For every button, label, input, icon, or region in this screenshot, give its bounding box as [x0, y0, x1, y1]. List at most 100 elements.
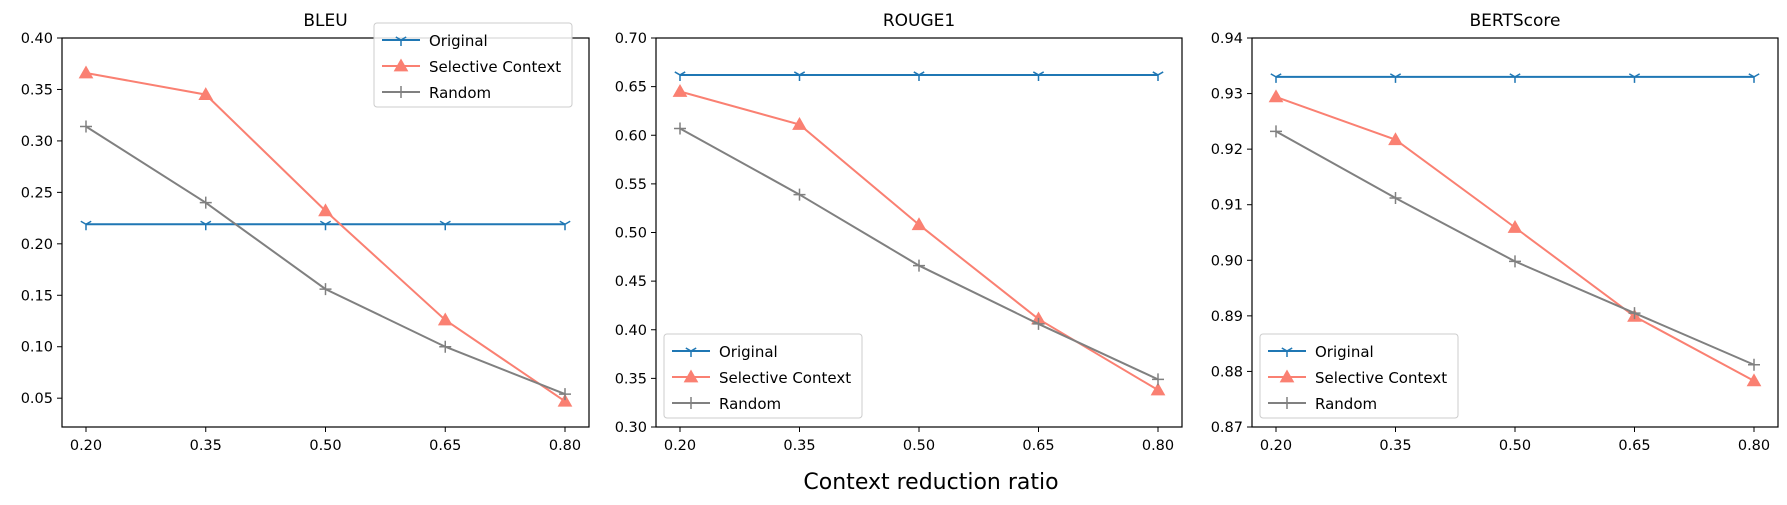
legend-label: Random — [1315, 395, 1377, 413]
y-tick-label: 0.35 — [615, 371, 647, 387]
legend-label: Selective Context — [719, 369, 851, 387]
legend-label: Original — [1315, 343, 1374, 361]
y-tick-label: 0.30 — [615, 420, 647, 436]
y-tick-label: 0.30 — [21, 134, 53, 150]
series-line — [1275, 130, 1755, 366]
data-point — [1746, 373, 1762, 387]
data-point — [1509, 255, 1521, 268]
y-tick-label: 0.90 — [1211, 253, 1243, 269]
chart-panel-2: ROUGE1 0.20 0.35 0.50 0.65 0.80 0.30 0.35 0.40 0.… — [615, 11, 1183, 454]
legend-marker — [395, 36, 407, 46]
x-tick-label: 0.20 — [1260, 438, 1292, 454]
data-point — [1628, 307, 1641, 320]
data-point — [1388, 132, 1403, 146]
legend-marker — [683, 369, 699, 383]
y-tick-label: 0.40 — [21, 31, 53, 47]
data-point — [1152, 373, 1164, 386]
data-point — [557, 393, 573, 407]
legend-marker — [685, 397, 697, 409]
data-point — [1748, 358, 1760, 371]
legend-label: Original — [429, 32, 488, 50]
data-point — [439, 340, 452, 353]
data-point — [793, 188, 806, 201]
y-tick-label: 0.91 — [1211, 198, 1243, 214]
legend-marker — [685, 347, 697, 357]
y-tick-label: 0.89 — [1211, 309, 1243, 325]
legend: Original Selective Context Random — [1259, 333, 1459, 419]
y-tick-label: 0.10 — [21, 340, 53, 356]
legend-marker — [1279, 369, 1295, 383]
data-point — [198, 87, 214, 100]
data-point — [911, 217, 927, 231]
data-point — [1748, 73, 1760, 83]
x-tick-label: 0.65 — [429, 438, 461, 454]
y-tick-label: 0.50 — [615, 226, 647, 242]
data-point — [913, 71, 925, 81]
data-point — [913, 259, 925, 272]
data-point — [318, 203, 333, 217]
data-point — [1507, 219, 1523, 233]
chart-title: ROUGE1 — [883, 11, 955, 31]
data-point — [1389, 73, 1402, 83]
y-tick-label: 0.15 — [21, 288, 53, 304]
figure-xlabel: Context reduction ratio — [803, 470, 1058, 495]
data-point — [437, 312, 453, 326]
legend-label: Selective Context — [429, 58, 561, 76]
y-tick-label: 0.70 — [615, 31, 647, 47]
data-point — [1268, 89, 1284, 103]
y-tick-label: 0.45 — [615, 274, 647, 290]
legend-box — [663, 333, 863, 419]
x-tick-label: 0.50 — [1499, 438, 1531, 454]
y-tick-label: 0.94 — [1211, 31, 1243, 47]
series-line — [85, 125, 566, 395]
data-point — [792, 117, 807, 130]
data-point — [672, 83, 688, 97]
legend-marker — [1281, 397, 1293, 409]
legend-box — [1259, 333, 1459, 419]
data-point — [439, 220, 451, 231]
data-point — [674, 71, 686, 81]
y-tick-label: 0.20 — [21, 237, 53, 253]
legend-marker — [395, 86, 407, 98]
x-tick-label: 0.50 — [903, 438, 935, 454]
legend: Original Selective Context Random — [663, 333, 863, 419]
y-tick-label: 0.88 — [1211, 364, 1243, 380]
data-point — [80, 120, 92, 133]
x-tick-label: 0.80 — [549, 438, 581, 454]
x-tick-label: 0.80 — [1738, 438, 1770, 454]
y-tick-label: 0.87 — [1211, 420, 1243, 436]
data-point — [319, 283, 332, 296]
data-point — [199, 196, 212, 209]
data-point — [1152, 71, 1164, 81]
series-line — [85, 72, 566, 403]
legend-label: Random — [429, 84, 491, 102]
data-point — [80, 220, 92, 231]
y-tick-label: 0.65 — [615, 80, 647, 96]
x-tick-label: 0.80 — [1142, 438, 1174, 454]
y-tick-label: 0.93 — [1211, 87, 1243, 103]
data-point — [1150, 382, 1166, 396]
data-point — [1509, 73, 1521, 83]
y-tick-label: 0.40 — [615, 323, 647, 339]
data-point — [78, 65, 94, 79]
y-tick-label: 0.55 — [615, 177, 647, 193]
y-tick-label: 0.92 — [1211, 142, 1243, 158]
legend-label: Selective Context — [1315, 369, 1447, 387]
chart-panel-1: BLEU 0.20 0.35 0.50 0.65 0.80 0.05 0.10 0.15 0.20… — [21, 11, 590, 454]
data-point — [559, 388, 571, 401]
data-point — [793, 71, 806, 81]
data-point — [1628, 73, 1641, 83]
x-tick-label: 0.65 — [1022, 438, 1054, 454]
x-tick-label: 0.20 — [70, 438, 102, 454]
data-point — [1270, 73, 1282, 83]
data-point — [1270, 125, 1282, 138]
x-tick-label: 0.35 — [783, 438, 815, 454]
data-point — [319, 220, 332, 231]
x-tick-label: 0.65 — [1618, 438, 1650, 454]
x-tick-label: 0.35 — [190, 438, 222, 454]
legend-label: Original — [719, 343, 778, 361]
legend-box — [373, 22, 573, 108]
data-point — [200, 220, 212, 231]
chart-panel-3: BERTScore 0.20 0.35 0.50 0.65 0.80 0.87 0.88 0.8… — [1211, 11, 1779, 454]
chart-title: BLEU — [303, 11, 347, 31]
